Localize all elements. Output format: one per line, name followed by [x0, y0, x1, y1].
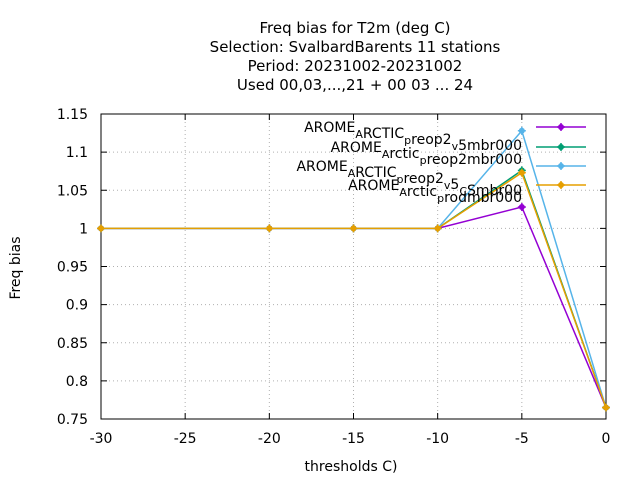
legend-entry-4: AROMEArcticprodmbr000	[348, 178, 586, 206]
legend-entry-2: AROMEArcticpreop2mbr000	[331, 140, 586, 168]
data-point	[557, 162, 565, 170]
y-tick-label: 1	[79, 221, 88, 237]
y-tick-label: 1.1	[66, 145, 88, 161]
title-line-2: Selection: SvalbardBarents 11 stations	[209, 38, 501, 56]
x-tick-label: -30	[90, 431, 113, 447]
data-point	[349, 224, 358, 233]
legend-label: AROMEArcticpreop2mbr000	[331, 140, 522, 168]
legend-label: AROMEARCTICpreop2v5mbr000	[304, 120, 522, 154]
tick-labels: -30 -25 -20 -15 -10 -5 0 0.75 0.8 0.85 0.9 0.95 1 1.0…	[57, 107, 611, 447]
series-line	[101, 171, 607, 408]
x-tick-label: -25	[174, 431, 197, 447]
series-4	[97, 168, 610, 412]
title-line-1: Freq bias for T2m (deg C)	[259, 19, 451, 37]
axes	[100, 113, 607, 420]
y-axis-label: Freq bias	[8, 236, 24, 299]
y-tick-label: 0.85	[57, 336, 88, 352]
y-tick-label: 0.8	[66, 374, 88, 390]
x-tick-label: -15	[342, 431, 365, 447]
data-point	[557, 143, 565, 151]
title-line-3: Period: 20231002-20231002	[247, 57, 463, 75]
y-tick-label: 1.15	[57, 107, 88, 123]
data-point	[557, 181, 565, 189]
y-tick-label: 0.75	[57, 412, 88, 428]
x-tick-label: -5	[515, 431, 529, 447]
x-tick-label: -20	[258, 431, 281, 447]
x-axis-label: thresholds C)	[305, 459, 398, 475]
legend-entry-1: AROMEARCTICpreop2v5mbr000	[304, 120, 586, 154]
data-point	[517, 203, 526, 212]
data-point	[602, 403, 610, 412]
data-point	[97, 224, 105, 233]
data-point	[517, 126, 526, 135]
x-tick-label: -10	[426, 431, 449, 447]
y-tick-label: 1.05	[57, 183, 88, 199]
legend-label: AROMEARCTICpreop2v5CSmbr00	[296, 159, 522, 199]
data-point	[517, 168, 526, 177]
legend: AROMEARCTICpreop2v5mbr000AROMEArcticpreo…	[296, 120, 586, 206]
legend-label: AROMEArcticprodmbr000	[348, 178, 522, 206]
x-tick-label: 0	[602, 431, 611, 447]
series-line	[101, 206, 607, 408]
series-lines	[97, 126, 610, 412]
legend-entry-3: AROMEARCTICpreop2v5CSmbr00	[296, 159, 586, 199]
y-tick-label: 0.95	[57, 260, 88, 276]
data-point	[557, 123, 565, 131]
series-line	[101, 169, 607, 408]
y-tick-label: 0.9	[66, 298, 88, 314]
data-point	[433, 224, 442, 233]
data-point	[265, 224, 274, 233]
title-line-4: Used 00,03,...,21 + 00 03 ... 24	[236, 76, 474, 94]
